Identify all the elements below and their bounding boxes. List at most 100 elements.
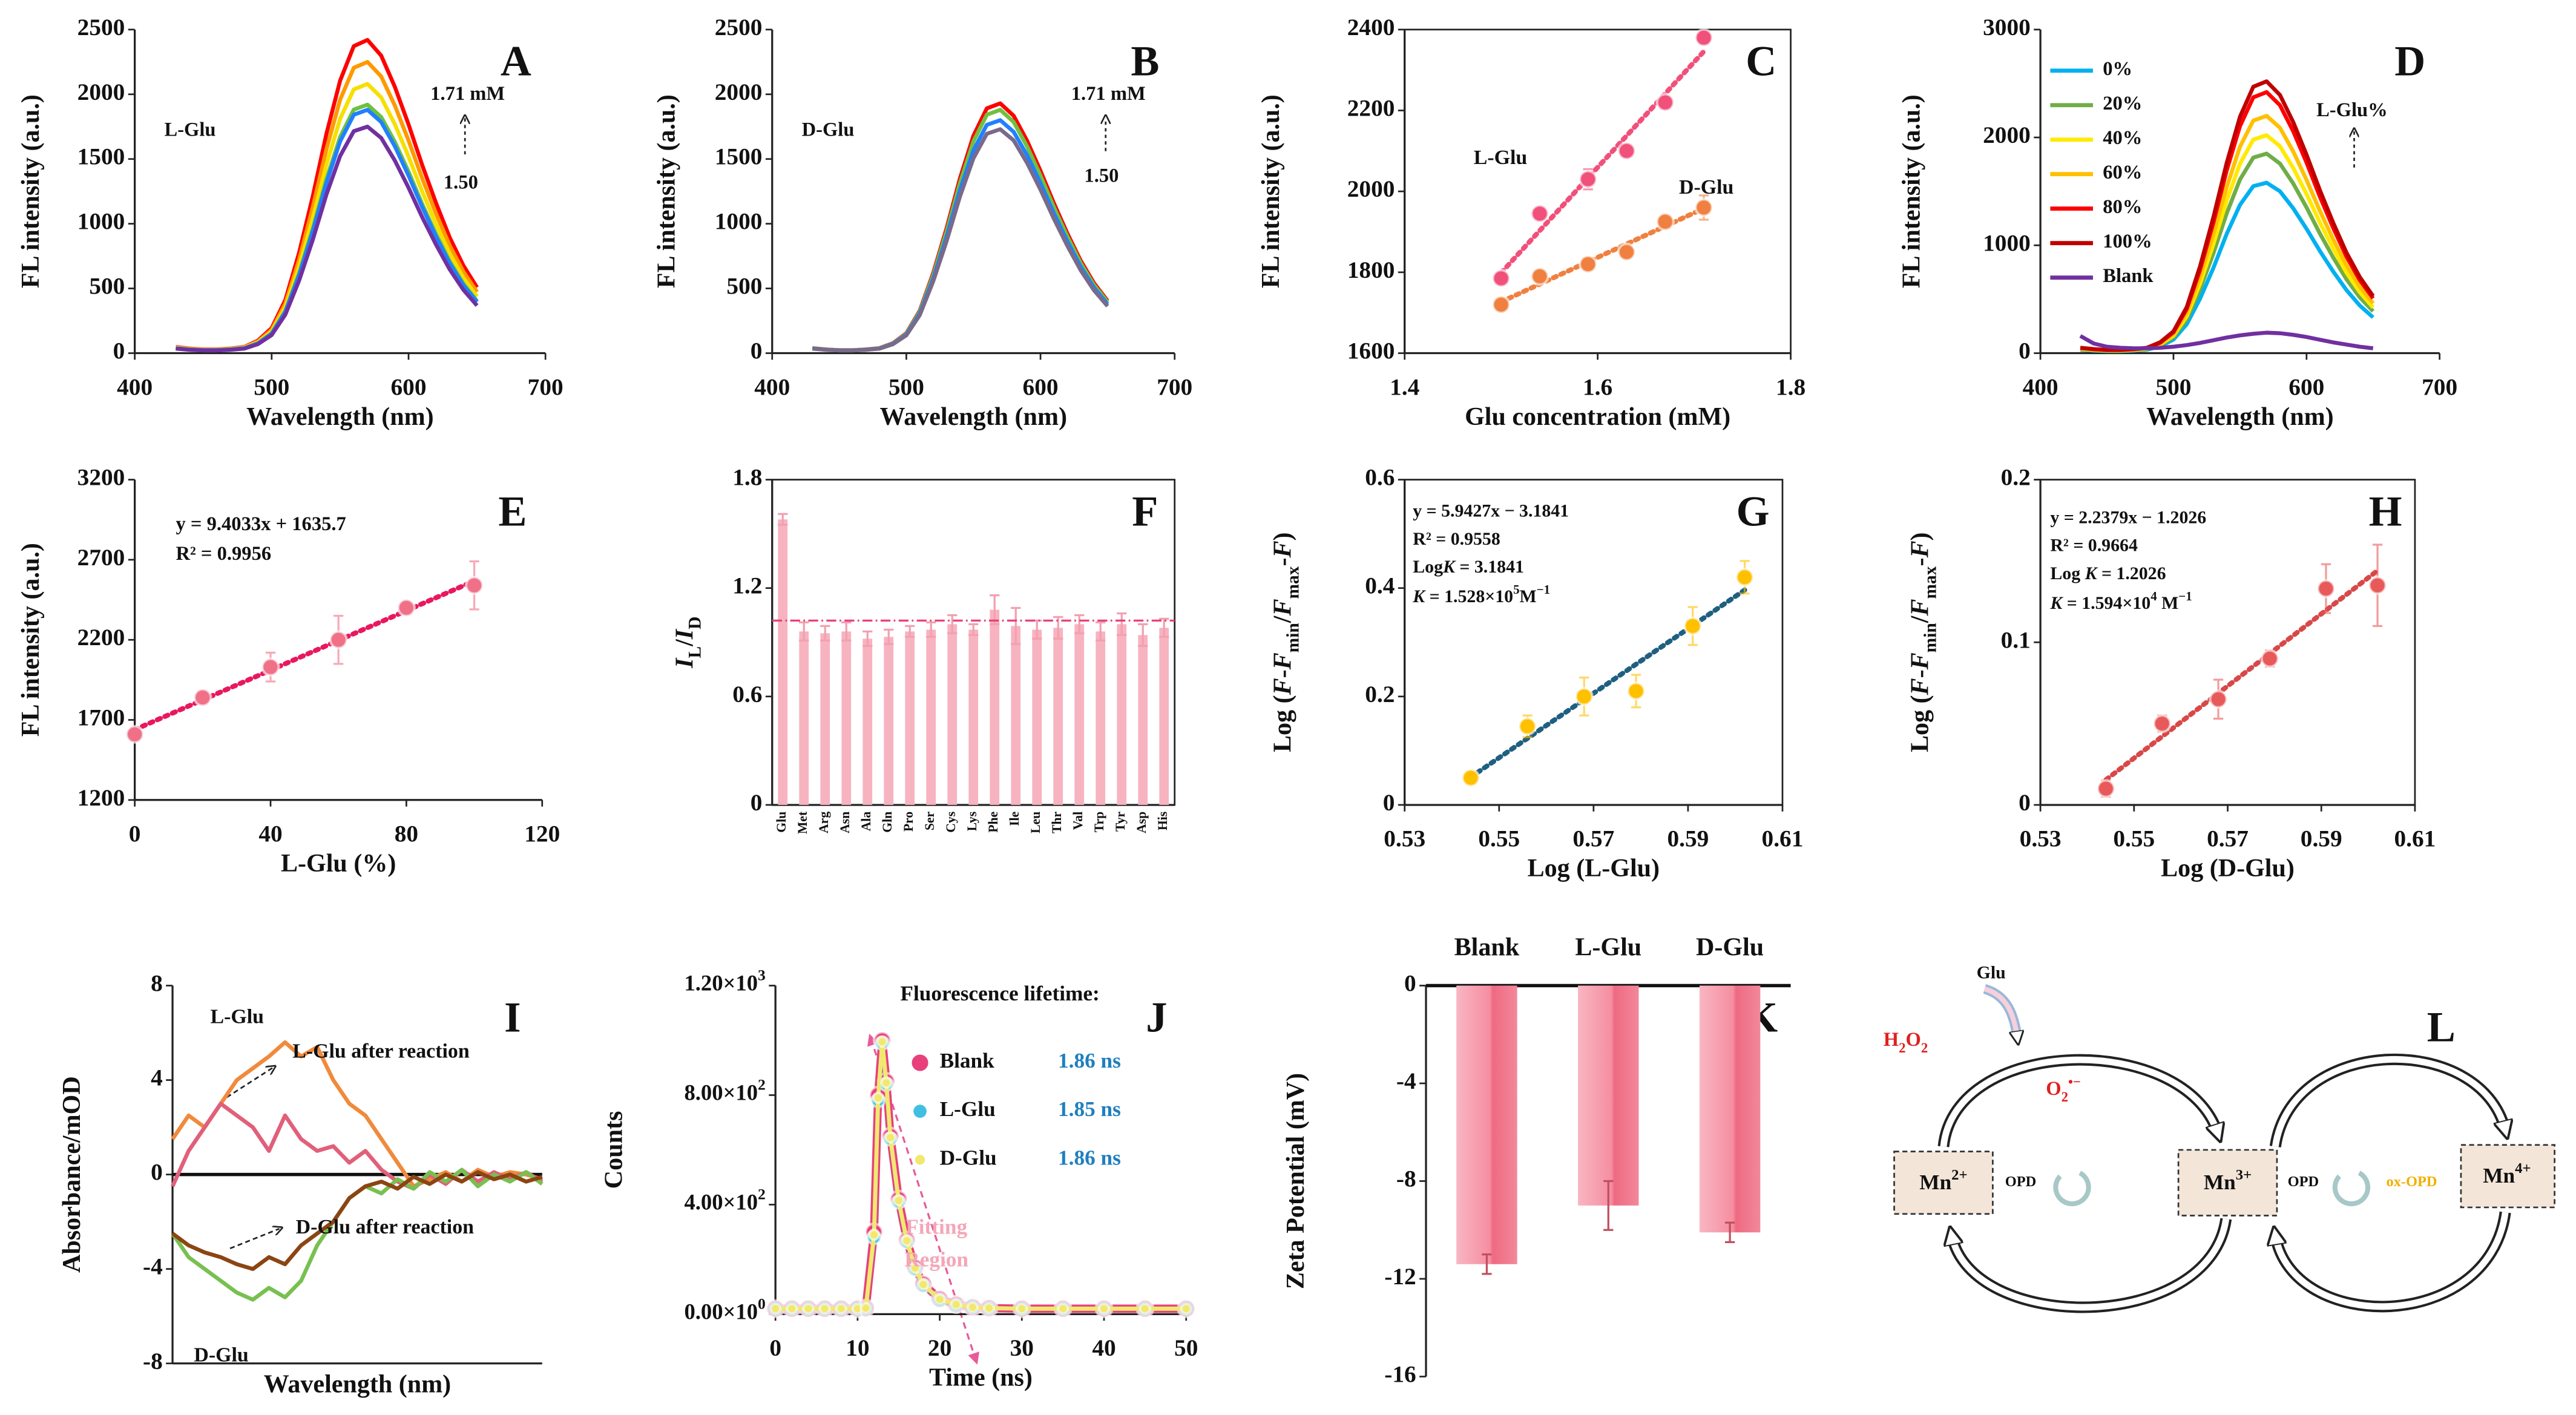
panel-letter: I (504, 994, 521, 1041)
x-axis-label: Log (D-Glu) (2161, 855, 2295, 882)
y-tick-label-part: 0.00×10 (684, 1299, 758, 1324)
y-tick-label: 0 (1404, 970, 1416, 997)
y-axis-label-part: - (1906, 669, 1934, 678)
annotation: L-Glu (164, 119, 215, 141)
error-bar (947, 614, 958, 634)
x-tick-label: 500 (254, 373, 289, 400)
node-label-part: 4+ (2515, 1160, 2531, 1177)
data-point (1491, 295, 1511, 314)
x-axis-label: Time (ns) (929, 1364, 1033, 1392)
chart-panel: 0 500 1000 1500 2000 2500 400 500 600 700 Waveleng… (17, 14, 564, 431)
y-axis-label-part: - (1906, 558, 1934, 566)
annotation-part: K (1442, 557, 1456, 577)
node-label: Mn4+ (2483, 1160, 2531, 1187)
annotation: y = 2.2379x − 1.2026 (2050, 508, 2206, 528)
y-tick-label: 0 (751, 338, 763, 364)
bar (990, 609, 1000, 805)
annotation: K = 1.594×104 M−1 (2049, 589, 2192, 613)
panel-letter: J (1146, 994, 1167, 1041)
panel-letter: D (2394, 38, 2425, 85)
lifetime-value: 1.85 ns (1058, 1097, 1121, 1121)
bar (884, 637, 894, 805)
category-label: Pro (901, 812, 916, 832)
bar (1578, 985, 1639, 1206)
data-point (1683, 616, 1703, 635)
error-bar (778, 513, 788, 526)
y-axis-label-part: Log ( (1269, 695, 1296, 752)
y-axis-label: IL/ID (671, 617, 705, 669)
annotation-part: K (2085, 563, 2098, 583)
annotation: LogK = 3.1841 (1413, 557, 1524, 577)
data-point (1530, 204, 1549, 223)
x-tick-label: 1.8 (1776, 373, 1806, 400)
error-bar (1603, 1180, 1614, 1231)
data-point (835, 1302, 847, 1315)
panel-letter: L (2427, 1004, 2456, 1051)
y-tick-label: 1500 (715, 143, 763, 170)
y-tick-label: 2500 (715, 14, 763, 41)
annotation-part: = 1.2026 (2097, 563, 2166, 583)
error-bar (926, 621, 936, 638)
y-axis-label-part: min (1283, 623, 1303, 652)
data-point (1517, 717, 1537, 736)
x-tick-label: 50 (1174, 1335, 1198, 1361)
y-axis-label-part: I (671, 657, 698, 669)
y-tick-label: 1800 (1347, 257, 1395, 283)
panel-letter: E (498, 488, 527, 535)
bar (799, 631, 809, 805)
data-point (1530, 266, 1549, 286)
data-point (464, 576, 484, 595)
panel-letter: A (501, 38, 531, 85)
y-tick-label: 1.2 (732, 573, 762, 599)
legend-label: 40% (2103, 127, 2142, 149)
y-tick-label: 2000 (1983, 122, 2031, 148)
error-bar (1482, 1253, 1492, 1275)
legend-label: 60% (2103, 162, 2142, 183)
data-point (859, 1302, 872, 1315)
x-tick-label: 0.59 (1667, 826, 1709, 852)
y-tick-label: 2200 (1347, 95, 1395, 122)
y-tick-label: 8 (151, 970, 163, 997)
y-axis-label-part: L (685, 646, 705, 658)
error-bar (1117, 612, 1127, 636)
annotation: R² = 0.9558 (1413, 529, 1500, 549)
error-bar (1096, 621, 1106, 642)
series-label: L-Glu (210, 1006, 264, 1028)
category-label: Ala (859, 812, 873, 832)
data-point (1694, 28, 1714, 47)
annotation-part: Log (2050, 563, 2085, 583)
chart-panel: 1200 1700 2200 2700 3200 0 40 80 120 L-Glu (%) FL … (17, 464, 560, 878)
category-label: D-Glu (1696, 933, 1764, 961)
y-tick-label: -8 (1396, 1166, 1416, 1192)
bar (820, 633, 830, 805)
y-tick-label: 500 (726, 273, 762, 300)
series-line (171, 1101, 544, 1191)
y-axis-label-part: min (1920, 623, 1940, 652)
legend-title: Fluorescence lifetime: (900, 982, 1099, 1005)
annotation-part: M (1520, 586, 1537, 606)
arrow (229, 1229, 279, 1250)
y-tick-label: 0.00×100 (684, 1295, 765, 1324)
trend-line (2103, 568, 2380, 783)
category-label: Val (1071, 812, 1085, 830)
x-tick-label: 20 (928, 1335, 951, 1361)
node-label-part: Mn (2204, 1170, 2236, 1194)
step-label: OPD (2005, 1174, 2037, 1190)
y-tick-label: 0 (2019, 338, 2031, 364)
data-point (1491, 269, 1511, 288)
annotation: Fitting (905, 1215, 967, 1238)
y-axis-label-part: F (1269, 540, 1296, 558)
category-label: Tyr (1113, 811, 1128, 832)
bar (841, 631, 852, 805)
y-tick-label: 1000 (715, 208, 763, 235)
category-label: Trp (1092, 812, 1106, 833)
x-tick-label: 700 (528, 373, 564, 400)
y-axis-label-part: F (1269, 652, 1296, 670)
data-point (818, 1302, 831, 1315)
data-point (769, 1302, 782, 1315)
category-label: Glu (774, 812, 789, 833)
x-tick-label: 0.55 (1478, 826, 1520, 852)
y-axis-label-part: ) (1269, 532, 1296, 540)
series-label: D-Glu (1679, 176, 1733, 199)
